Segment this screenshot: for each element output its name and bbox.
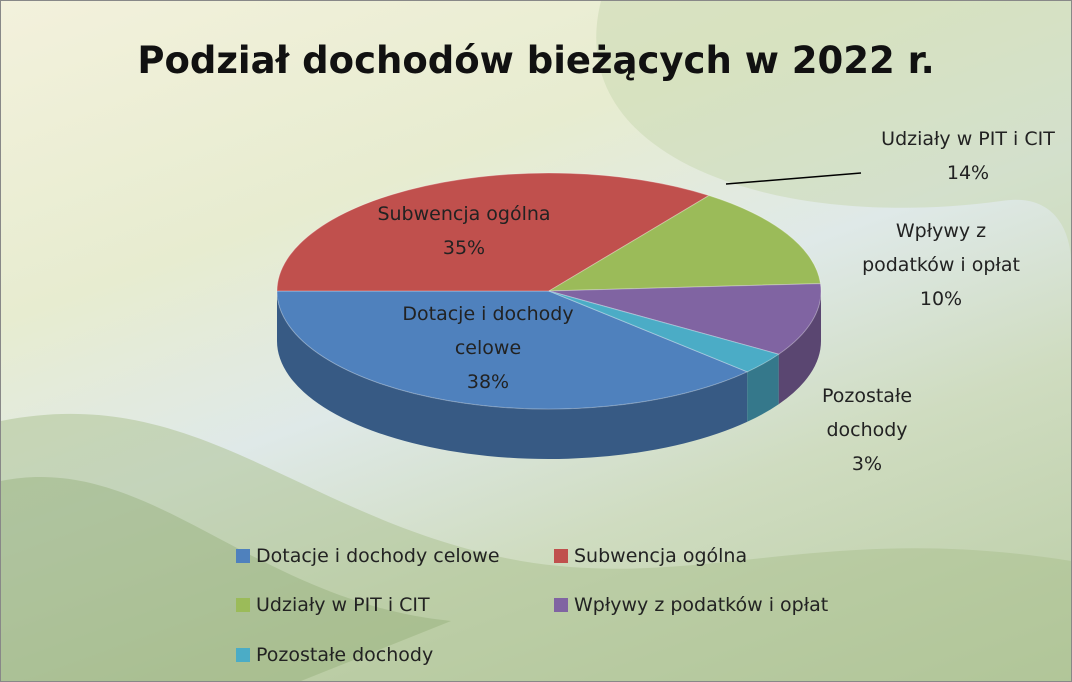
legend-label: Wpływy z podatków i opłat	[574, 594, 828, 616]
data-label-category: Wpływy z podatków i opłat	[856, 214, 1026, 282]
data-label-value: 35%	[364, 231, 564, 265]
legend-swatch	[236, 648, 250, 662]
legend-label: Dotacje i dochody celowe	[256, 545, 500, 567]
legend-item: Wpływy z podatków i opłat	[554, 594, 828, 616]
legend-swatch	[554, 598, 568, 612]
legend-item: Dotacje i dochody celowe	[236, 545, 500, 567]
legend-swatch	[554, 549, 568, 563]
data-label-value: 14%	[868, 156, 1068, 190]
data-label-category: Subwencja ogólna	[364, 197, 564, 231]
legend-item: Subwencja ogólna	[554, 545, 747, 567]
legend-label: Subwencja ogólna	[574, 545, 747, 567]
legend-swatch	[236, 598, 250, 612]
legend-label: Udziały w PIT i CIT	[256, 594, 430, 616]
legend-item: Udziały w PIT i CIT	[236, 594, 430, 616]
legend-item: Pozostałe dochody	[236, 644, 433, 666]
data-label-value: 3%	[802, 447, 932, 481]
data-label-value: 10%	[856, 282, 1026, 316]
data-label-value: 38%	[383, 365, 593, 399]
legend-swatch	[236, 549, 250, 563]
leader-line	[726, 173, 861, 184]
data-label-category: Pozostałe dochody	[802, 379, 932, 447]
legend-label: Pozostałe dochody	[256, 644, 433, 666]
data-label-category: Udziały w PIT i CIT	[868, 122, 1068, 156]
chart: Podział dochodów bieżących w 2022 r. Dot…	[0, 0, 1072, 682]
data-label-category: Dotacje i dochody celowe	[383, 297, 593, 365]
